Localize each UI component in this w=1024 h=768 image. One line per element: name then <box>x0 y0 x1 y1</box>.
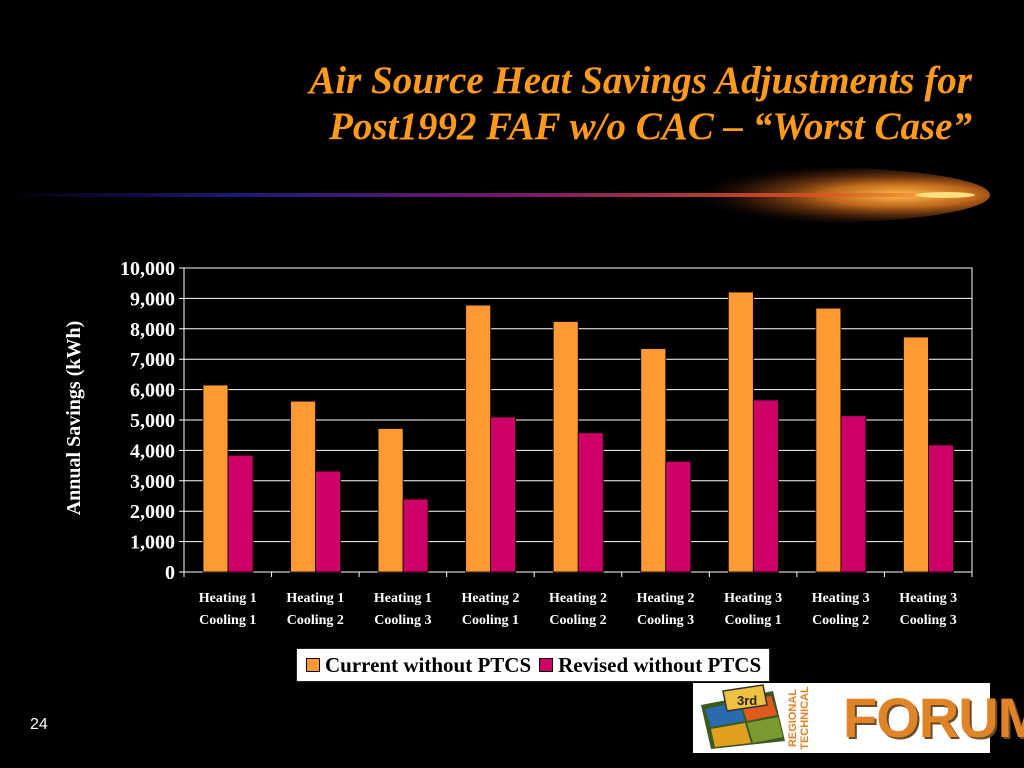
bar-current <box>552 321 579 573</box>
x-tick-label: Cooling 2 <box>812 613 869 628</box>
bar-chart: 0 1,000 2,000 3,000 4,000 5,000 6,000 7,000 8,00… <box>63 258 973 628</box>
legend-label-current: Current without PTCS <box>325 652 532 677</box>
x-tick-label: Heating 2 <box>461 591 519 606</box>
y-axis-ticks: 0 1,000 2,000 3,000 4,000 5,000 6,000 7,000 8,00… <box>120 258 184 584</box>
bar-current <box>640 348 667 573</box>
x-tick-label: Heating 1 <box>199 591 257 606</box>
slide-title-line-1: Air Source Heat Savings Adjustments for <box>309 59 972 102</box>
x-tick-label: Cooling 3 <box>374 613 431 628</box>
bar-current <box>903 336 929 573</box>
logo-number: 3rd <box>737 693 757 708</box>
bar-current <box>202 384 229 573</box>
y-axis-label: Annual Savings (kWh) <box>63 321 85 516</box>
bar-revised <box>928 444 954 573</box>
bar-revised <box>227 454 254 573</box>
y-tick-label: 9,000 <box>130 288 175 310</box>
regional-technical-forum-logo: 3rd REGIONAL TECHNICAL FORUM <box>693 683 1024 753</box>
logo-side-line-1: REGIONAL <box>787 688 799 748</box>
slide-title-line-2: Post1992 FAF w/o CAC – “Worst Case” <box>329 105 972 148</box>
x-tick-label: Heating 1 <box>374 591 432 606</box>
chart-legend: Current without PTCS Revised without PTC… <box>296 648 771 682</box>
y-tick-label: 3,000 <box>130 471 175 493</box>
x-tick-label: Heating 1 <box>286 591 344 606</box>
legend-swatch-current <box>306 658 320 672</box>
legend-label-revised: Revised without PTCS <box>558 652 762 677</box>
bar-revised <box>665 460 692 573</box>
comet-divider-decoration <box>0 167 990 223</box>
y-tick-label: 4,000 <box>130 440 175 462</box>
y-tick-label: 6,000 <box>130 380 175 402</box>
x-tick-label: Cooling 2 <box>287 613 344 628</box>
x-tick-label: Cooling 3 <box>900 613 957 628</box>
x-tick-label: Heating 2 <box>637 591 695 606</box>
x-tick-label: Cooling 1 <box>462 613 519 628</box>
bars <box>202 291 954 573</box>
x-tick-label: Cooling 1 <box>725 613 782 628</box>
x-tick-label: Heating 3 <box>812 591 870 606</box>
y-tick-label: 8,000 <box>130 319 175 341</box>
y-tick-label: 2,000 <box>130 501 175 523</box>
bar-current <box>465 304 492 573</box>
bar-current <box>727 291 754 573</box>
y-tick-label: 1,000 <box>130 532 175 554</box>
y-tick-label: 5,000 <box>130 410 175 432</box>
window-logo-icon: 3rd <box>701 684 785 749</box>
bar-current <box>377 428 404 573</box>
logo-side-text: REGIONAL TECHNICAL <box>787 686 811 750</box>
slide-title: Air Source Heat Savings Adjustments for … <box>120 58 972 150</box>
bar-current <box>290 400 316 573</box>
bar-revised <box>577 432 604 573</box>
y-tick-label: 0 <box>165 562 175 584</box>
page-number: 24 <box>30 716 48 733</box>
x-tick-label: Cooling 1 <box>199 613 256 628</box>
bar-revised <box>840 415 867 573</box>
legend-item-revised: Revised without PTCS <box>539 653 761 678</box>
x-tick-label: Heating 3 <box>724 591 782 606</box>
bar-revised <box>315 470 341 573</box>
legend-swatch-revised <box>539 658 554 672</box>
x-tick-label: Cooling 3 <box>637 613 694 628</box>
x-axis-ticks: Heating 1 Cooling 1 Heating 1 Cooling 2 Heat… <box>183 572 973 628</box>
bar-revised <box>402 498 429 573</box>
x-tick-label: Heating 2 <box>549 591 607 606</box>
x-tick-label: Heating 3 <box>899 591 957 606</box>
legend-item-current: Current without PTCS <box>306 653 531 678</box>
y-tick-label: 7,000 <box>130 349 175 371</box>
bar-revised <box>490 416 517 573</box>
logo-word: FORUM <box>843 686 1024 749</box>
logo-side-line-2: TECHNICAL <box>799 686 811 750</box>
bar-current <box>815 307 842 573</box>
x-tick-label: Cooling 2 <box>549 613 606 628</box>
y-tick-label: 10,000 <box>120 258 175 280</box>
bar-revised <box>752 399 779 573</box>
